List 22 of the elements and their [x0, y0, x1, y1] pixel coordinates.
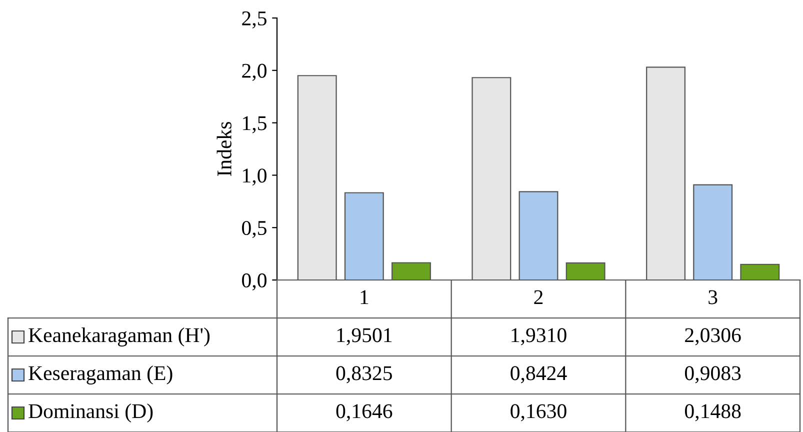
legend-label: Keanekaragaman (H'): [28, 328, 210, 346]
data-label: 0,1488: [684, 404, 741, 422]
y-tick-label: 2,0: [242, 64, 266, 81]
y-axis-title: Indeks: [216, 122, 232, 176]
y-tick-label: 0,5: [242, 220, 266, 238]
legend-label: Keseragaman (E): [28, 366, 172, 384]
y-tick-label: 2,5: [242, 11, 266, 28]
y-tick-label: 0,0: [242, 273, 266, 290]
data-label: 0,1646: [336, 404, 392, 422]
x-tick-label: 3: [708, 290, 718, 304]
x-tick-label: 1: [360, 290, 368, 304]
legend-label: Dominansi (D): [28, 404, 153, 422]
data-label: 1,9310: [512, 328, 566, 346]
data-label: 1,9501: [337, 328, 392, 346]
data-label: 0,8325: [336, 366, 392, 384]
data-label: 0,8424: [510, 366, 567, 384]
data-label: 2,0306: [685, 328, 741, 346]
data-label: 0,9083: [684, 366, 741, 384]
y-tick-label: 1,5: [243, 116, 266, 134]
y-tick-label: 1,0: [243, 168, 266, 186]
x-tick-label: 2: [534, 290, 543, 304]
data-label: 0,1630: [510, 404, 566, 422]
